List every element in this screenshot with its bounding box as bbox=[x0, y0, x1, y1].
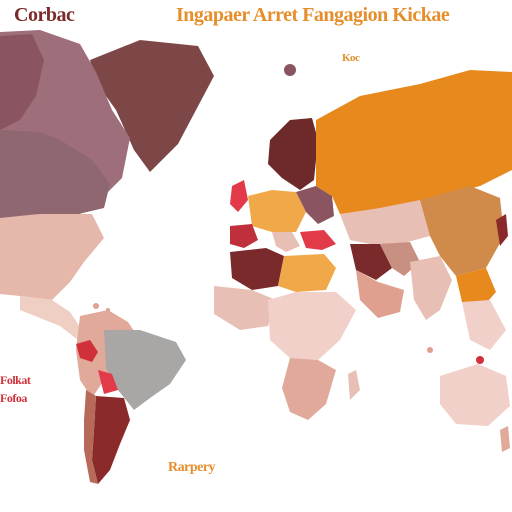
region-india bbox=[410, 256, 452, 320]
title-left: Corbac bbox=[14, 4, 75, 26]
region-southern-africa bbox=[282, 358, 336, 420]
region-island bbox=[284, 64, 296, 76]
region-usa bbox=[0, 214, 104, 300]
region-iran bbox=[380, 242, 420, 276]
region-russia bbox=[316, 70, 512, 214]
region-brazil bbox=[104, 330, 186, 410]
region-greenland bbox=[90, 40, 214, 172]
title-center: Ingapaer Arret Fangagion Kickae bbox=[176, 4, 450, 26]
label-left-1: Folkat bbox=[0, 373, 31, 387]
region-island bbox=[427, 347, 433, 353]
region-middle-east bbox=[350, 244, 392, 280]
region-alaska bbox=[0, 34, 44, 130]
region-italy bbox=[272, 232, 300, 252]
region-australia bbox=[440, 364, 510, 426]
region-peru bbox=[76, 340, 98, 362]
region-uk bbox=[230, 180, 248, 212]
region-canada-east bbox=[0, 130, 110, 218]
region-caribbean bbox=[93, 303, 99, 309]
region-bolivia bbox=[98, 370, 118, 394]
region-se-asia bbox=[462, 300, 506, 350]
label-bottom: Rarpery bbox=[168, 460, 216, 475]
region-island bbox=[476, 356, 484, 364]
region-chile bbox=[84, 390, 98, 484]
region-north-africa bbox=[230, 248, 284, 290]
region-arabia bbox=[356, 270, 404, 318]
region-mexico bbox=[20, 296, 92, 344]
region-central-asia bbox=[340, 200, 440, 244]
region-madagascar bbox=[348, 370, 360, 400]
region-libya-egypt bbox=[278, 254, 336, 292]
label-left-2: Fofoa bbox=[0, 391, 27, 405]
region-new-zealand bbox=[500, 426, 510, 452]
label-near-russia: Koc bbox=[342, 52, 360, 64]
region-japan bbox=[496, 214, 508, 246]
region-scandinavia bbox=[268, 118, 318, 190]
region-balkans bbox=[300, 230, 336, 250]
region-east-asia-south bbox=[456, 268, 496, 310]
region-argentina bbox=[92, 396, 130, 484]
region-western-europe bbox=[248, 190, 306, 232]
region-eastern-europe bbox=[296, 186, 334, 224]
region-china bbox=[420, 186, 504, 276]
region-central-africa bbox=[268, 292, 356, 360]
region-west-africa bbox=[214, 286, 276, 330]
region-spain bbox=[230, 224, 258, 248]
